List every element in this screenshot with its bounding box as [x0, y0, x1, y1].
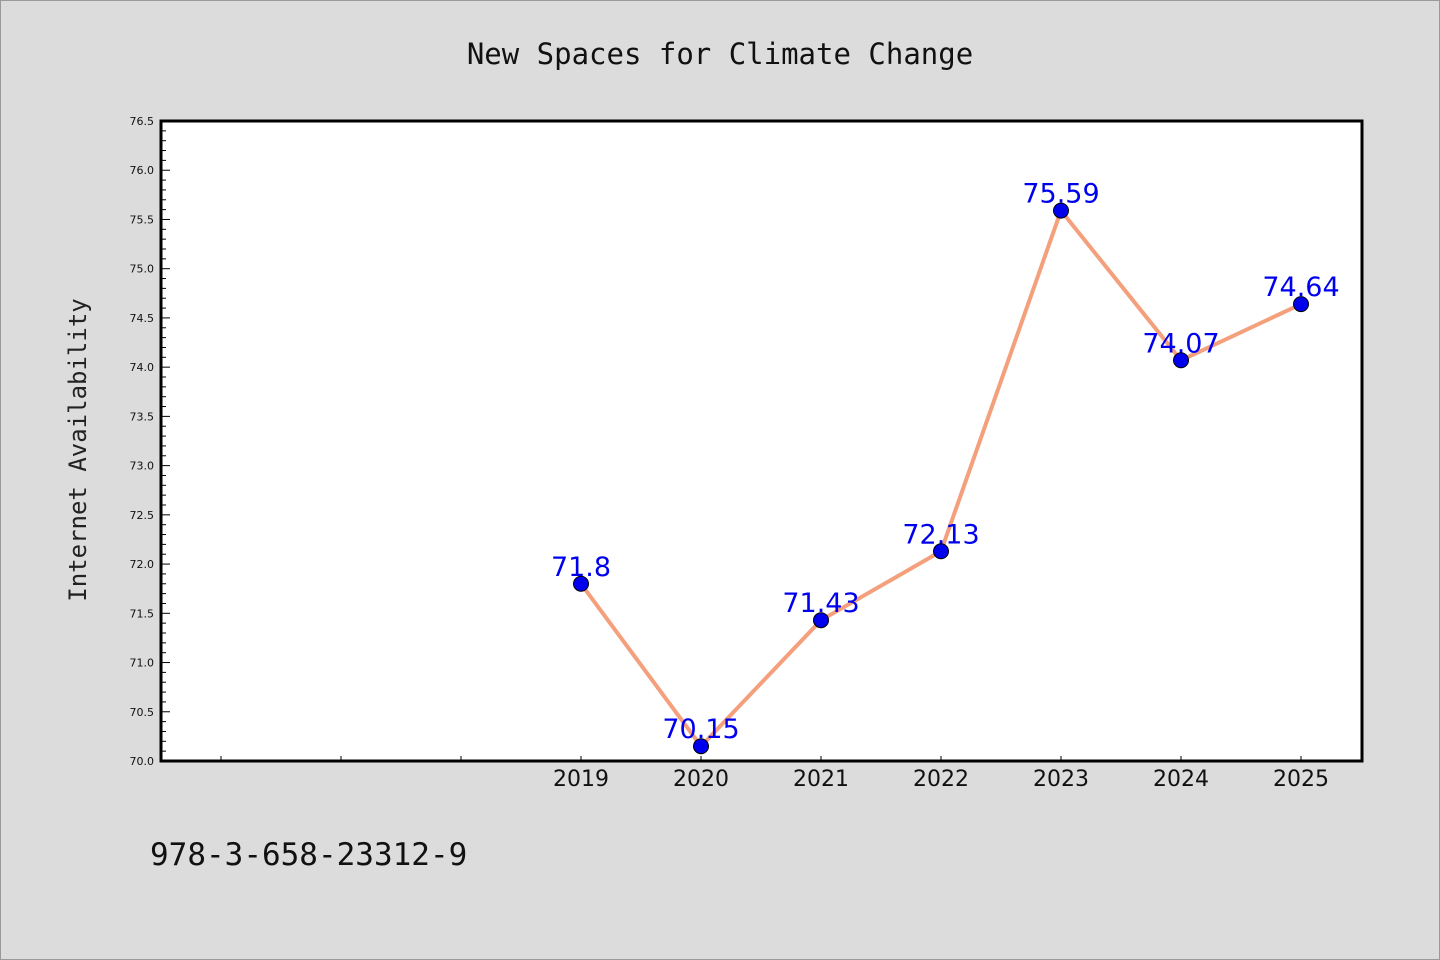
x-tick-label: 2021: [793, 767, 849, 792]
data-point: [1293, 296, 1309, 313]
series-group: 71.8 70.15 71.43 72.13 75.59 74.07 74.64: [551, 179, 1340, 755]
y-tick-label: 70.0: [130, 755, 155, 768]
data-label: 71.43: [782, 588, 859, 619]
data-point: [933, 543, 949, 560]
y-tick-label: 74.5: [130, 312, 155, 325]
data-label: 70.15: [662, 714, 739, 745]
y-tick-label: 75.0: [130, 263, 155, 276]
x-tick-label: 2023: [1033, 767, 1089, 792]
data-label: 75.59: [1022, 179, 1099, 210]
y-tick-label: 75.5: [130, 213, 155, 226]
y-axis-ticks: 70.0 70.5 71.0 71.5 72.0 72.5 73.0 73.5 74.0 74.5…: [130, 115, 170, 768]
data-point: [693, 738, 709, 755]
x-axis-ticks: 2019 2020 2021 2022 2023 2024 2025: [220, 756, 1329, 792]
data-label: 71.8: [551, 552, 611, 583]
y-tick-label: 72.5: [130, 509, 155, 522]
y-tick-label: 73.0: [130, 460, 155, 473]
y-tick-label: 76.0: [130, 164, 155, 177]
x-tick-label: 2019: [553, 767, 609, 792]
x-tick-label: 2024: [1153, 767, 1209, 792]
isbn-text: 978-3-658-23312-9: [150, 837, 467, 873]
y-tick-label: 71.0: [130, 657, 155, 670]
x-tick-label: 2025: [1273, 767, 1329, 792]
chart-title: New Spaces for Climate Change: [467, 37, 973, 71]
x-tick-label: 2020: [673, 767, 729, 792]
y-tick-label: 72.0: [130, 558, 155, 571]
y-tick-label: 74.0: [130, 361, 155, 374]
data-point: [573, 575, 589, 592]
plot-frame: [159, 119, 1364, 763]
y-tick-label: 73.5: [130, 410, 155, 423]
y-tick-label: 70.5: [130, 706, 155, 719]
data-label: 72.13: [902, 519, 979, 550]
data-point: [1173, 352, 1189, 369]
y-tick-label: 71.5: [130, 607, 155, 620]
data-point: [813, 612, 829, 629]
data-label: 74.07: [1142, 328, 1219, 359]
data-label: 74.64: [1262, 272, 1339, 303]
x-tick-label: 2022: [913, 767, 969, 792]
y-tick-label: 76.5: [130, 115, 155, 128]
plot-area: [161, 121, 1362, 761]
y-axis-label: Internet Availability: [64, 298, 92, 601]
data-point: [1053, 202, 1069, 219]
